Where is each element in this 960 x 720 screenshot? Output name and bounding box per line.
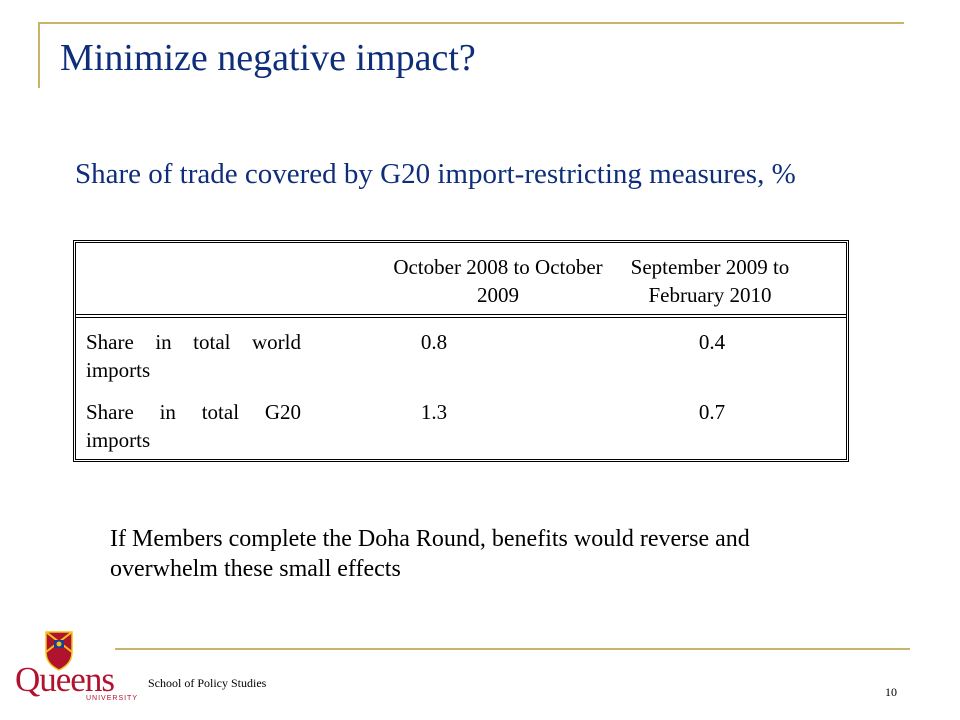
footer-school-name: School of Policy Studies <box>148 676 267 690</box>
value-g20-period-2: 0.7 <box>698 400 726 424</box>
queens-logo-wordmark: Queens <box>15 660 115 699</box>
doha-note: If Members complete the Doha Round, bene… <box>110 526 750 582</box>
frame-top-line <box>38 22 904 24</box>
queens-crest-icon <box>45 631 73 671</box>
queens-logo-subtext: UNIVERSITY <box>86 695 139 702</box>
value-g20-period-1: 1.3 <box>420 400 448 424</box>
value-world-period-2: 0.4 <box>698 330 726 354</box>
column-header-period-2: September 2009 to February 2010 <box>630 255 790 307</box>
header-separator <box>76 314 846 318</box>
slide-title: Minimize negative impact? <box>60 37 476 79</box>
frame-left-line <box>38 22 40 88</box>
row-label-g20-imports: Share in total G20 imports <box>86 400 301 452</box>
table-caption: Share of trade covered by G20 import-res… <box>75 158 796 190</box>
column-header-period-1: October 2008 to October 2009 <box>393 255 603 307</box>
row-label-world-imports: Share in total world imports <box>86 330 301 382</box>
trade-table: October 2008 to October 2009 September 2… <box>73 240 849 462</box>
page-number: 10 <box>885 685 897 699</box>
frame-bottom-line <box>115 648 910 650</box>
value-world-period-1: 0.8 <box>420 330 448 354</box>
